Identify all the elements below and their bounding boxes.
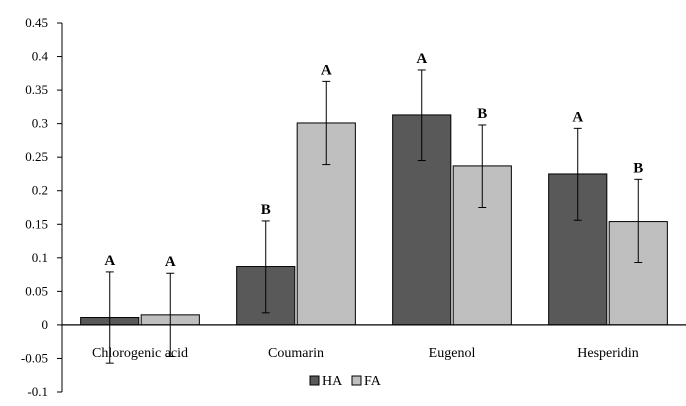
significance-letter: A xyxy=(165,254,176,270)
y-tick-label: 0.4 xyxy=(32,49,49,64)
y-tick-label: 0.2 xyxy=(32,183,48,198)
y-tick-label: -0.05 xyxy=(21,350,48,365)
x-category-label: Chlorogenic acid xyxy=(92,346,188,361)
y-tick-label: 0.05 xyxy=(25,283,48,298)
significance-letter: A xyxy=(104,253,115,269)
y-tick-label: -0.1 xyxy=(27,384,48,399)
error-bars-group xyxy=(105,69,643,364)
significance-letter: B xyxy=(633,160,643,176)
y-tick-label: 0.35 xyxy=(25,82,48,97)
legend: HA FA xyxy=(309,374,382,389)
y-tick-label: 0.1 xyxy=(32,250,48,265)
y-tick-label: 0.3 xyxy=(32,116,48,131)
x-category-label: Eugenol xyxy=(429,346,476,361)
y-tick-label: 0.15 xyxy=(25,216,48,231)
legend-label-ha: HA xyxy=(322,374,343,389)
legend-label-fa: FA xyxy=(364,374,382,389)
y-tick-label: 0.45 xyxy=(25,15,48,30)
significance-letter: A xyxy=(416,51,427,67)
significance-letter: A xyxy=(572,109,583,125)
significance-letter: B xyxy=(261,202,271,218)
legend-swatch-ha xyxy=(309,375,320,386)
x-axis-category-labels: Chlorogenic acid Coumarin Eugenol Hesperidi… xyxy=(92,346,639,361)
axes-group xyxy=(61,23,686,392)
y-axis: -0.1 -0.05 0 0.05 0.1 0.15 0.2 0.25 0.3 0.35 0.4 0.… xyxy=(21,15,62,399)
x-category-label: Coumarin xyxy=(268,346,324,361)
significance-letter: A xyxy=(321,62,332,78)
y-tick-label: 0 xyxy=(42,317,49,332)
legend-swatch-fa xyxy=(351,375,362,386)
significance-letter: B xyxy=(477,106,487,122)
significance-letters-group: A A B A A B A B xyxy=(104,51,643,270)
x-category-label: Hesperidin xyxy=(577,346,638,361)
y-tick-label: 0.25 xyxy=(25,149,48,164)
